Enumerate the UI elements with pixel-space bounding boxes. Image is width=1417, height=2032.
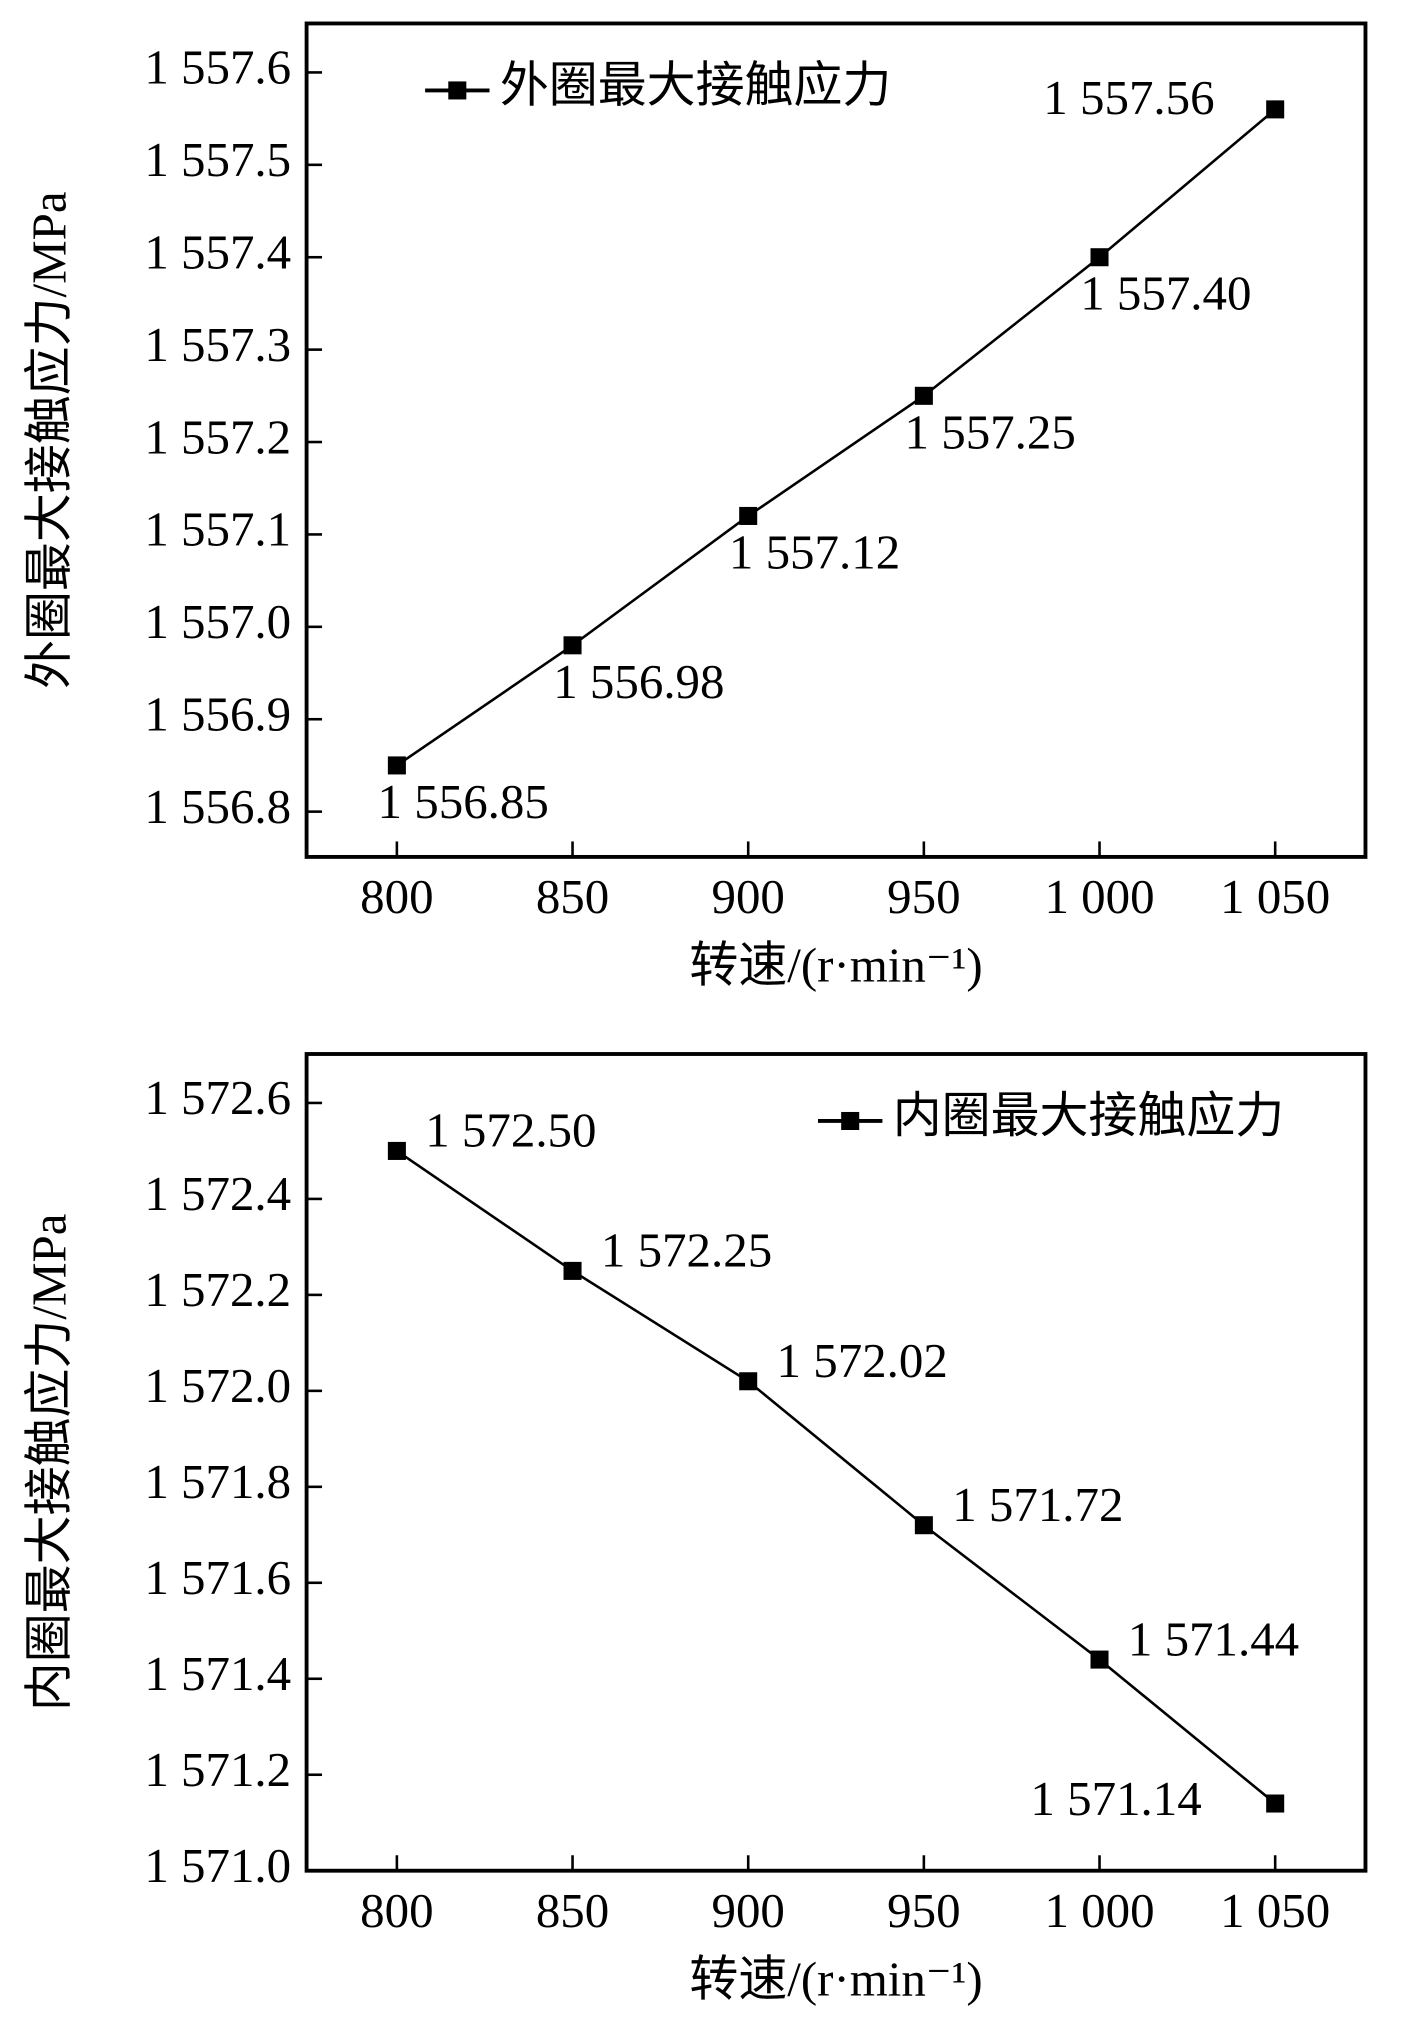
data-label: 1 572.02 <box>777 1333 948 1388</box>
point-marker <box>1090 1650 1109 1669</box>
x-tick-label: 1 000 <box>1044 869 1154 924</box>
point-marker <box>563 636 582 655</box>
x-tick-label: 950 <box>887 1883 960 1938</box>
x-tick-label: 950 <box>887 869 960 924</box>
data-label: 1 572.50 <box>425 1103 596 1158</box>
y-axis-title: 内圈最大接触应力/MPa <box>21 1213 76 1711</box>
point-marker <box>387 756 406 775</box>
x-axis-title: 转速/(r·min⁻¹) <box>689 1951 982 2006</box>
series-line <box>396 1149 1276 1805</box>
x-axis-title: 转速/(r·min⁻¹) <box>689 938 982 993</box>
x-tick-label: 800 <box>360 869 433 924</box>
x-tick-label: 900 <box>711 1883 784 1938</box>
y-tick-label: 1 571.2 <box>144 1742 291 1797</box>
y-tick-label: 1 571.4 <box>144 1646 291 1701</box>
data-label: 1 556.98 <box>553 654 724 709</box>
x-tick-label: 800 <box>360 1883 433 1938</box>
y-tick-label: 1 556.9 <box>144 686 291 741</box>
data-label: 1 572.25 <box>601 1223 772 1278</box>
legend-marker <box>841 1111 860 1131</box>
plot-frame <box>304 21 1368 859</box>
x-tick-label: 1 050 <box>1220 1883 1330 1938</box>
data-label: 1 556.85 <box>378 774 549 829</box>
y-tick-label: 1 557.1 <box>144 502 291 557</box>
x-tick-label: 850 <box>536 869 609 924</box>
y-tick-label: 1 557.4 <box>144 224 291 279</box>
y-tick-label: 1 571.8 <box>144 1454 291 1509</box>
y-tick-label: 1 557.0 <box>144 594 291 649</box>
point-marker <box>739 1372 758 1391</box>
legend-label: 内圈最大接触应力 <box>893 1088 1285 1143</box>
y-tick-label: 1 572.2 <box>144 1262 291 1317</box>
x-tick-label: 900 <box>711 869 784 924</box>
data-label: 1 557.40 <box>1080 266 1251 321</box>
y-tick-label: 1 571.6 <box>144 1550 291 1605</box>
legend-marker <box>448 81 467 100</box>
legend-label: 外圈最大接触应力 <box>500 58 892 113</box>
point-marker <box>914 1516 933 1535</box>
point-marker <box>739 506 758 525</box>
y-tick-label: 1 571.0 <box>144 1838 291 1893</box>
point-marker <box>914 386 933 405</box>
y-axis-title: 外圈最大接触应力/MPa <box>21 191 76 689</box>
y-tick-label: 1 556.8 <box>144 779 291 834</box>
y-tick-label: 1 572.0 <box>144 1358 291 1413</box>
data-label: 1 571.14 <box>1030 1771 1201 1826</box>
point-marker <box>1090 248 1109 267</box>
point-marker <box>1266 1794 1285 1813</box>
point-marker <box>1266 100 1285 119</box>
point-marker <box>563 1261 582 1280</box>
x-tick-label: 1 050 <box>1220 869 1330 924</box>
y-tick-label: 1 557.6 <box>144 40 291 95</box>
data-label: 1 571.44 <box>1128 1611 1299 1666</box>
point-marker <box>387 1141 406 1160</box>
y-tick-label: 1 572.6 <box>144 1070 291 1125</box>
y-tick-label: 1 572.4 <box>144 1166 291 1221</box>
y-tick-label: 1 557.2 <box>144 409 291 464</box>
plot-frame <box>304 1052 1368 1873</box>
data-label: 1 557.25 <box>905 404 1076 459</box>
x-tick-label: 850 <box>536 1883 609 1938</box>
data-label: 1 557.56 <box>1043 70 1214 125</box>
data-label: 1 571.72 <box>952 1477 1123 1532</box>
data-label: 1 557.12 <box>729 524 900 579</box>
series-line <box>396 108 1277 767</box>
x-tick-label: 1 000 <box>1044 1883 1154 1938</box>
y-tick-label: 1 557.3 <box>144 317 291 372</box>
y-tick-label: 1 557.5 <box>144 132 291 187</box>
